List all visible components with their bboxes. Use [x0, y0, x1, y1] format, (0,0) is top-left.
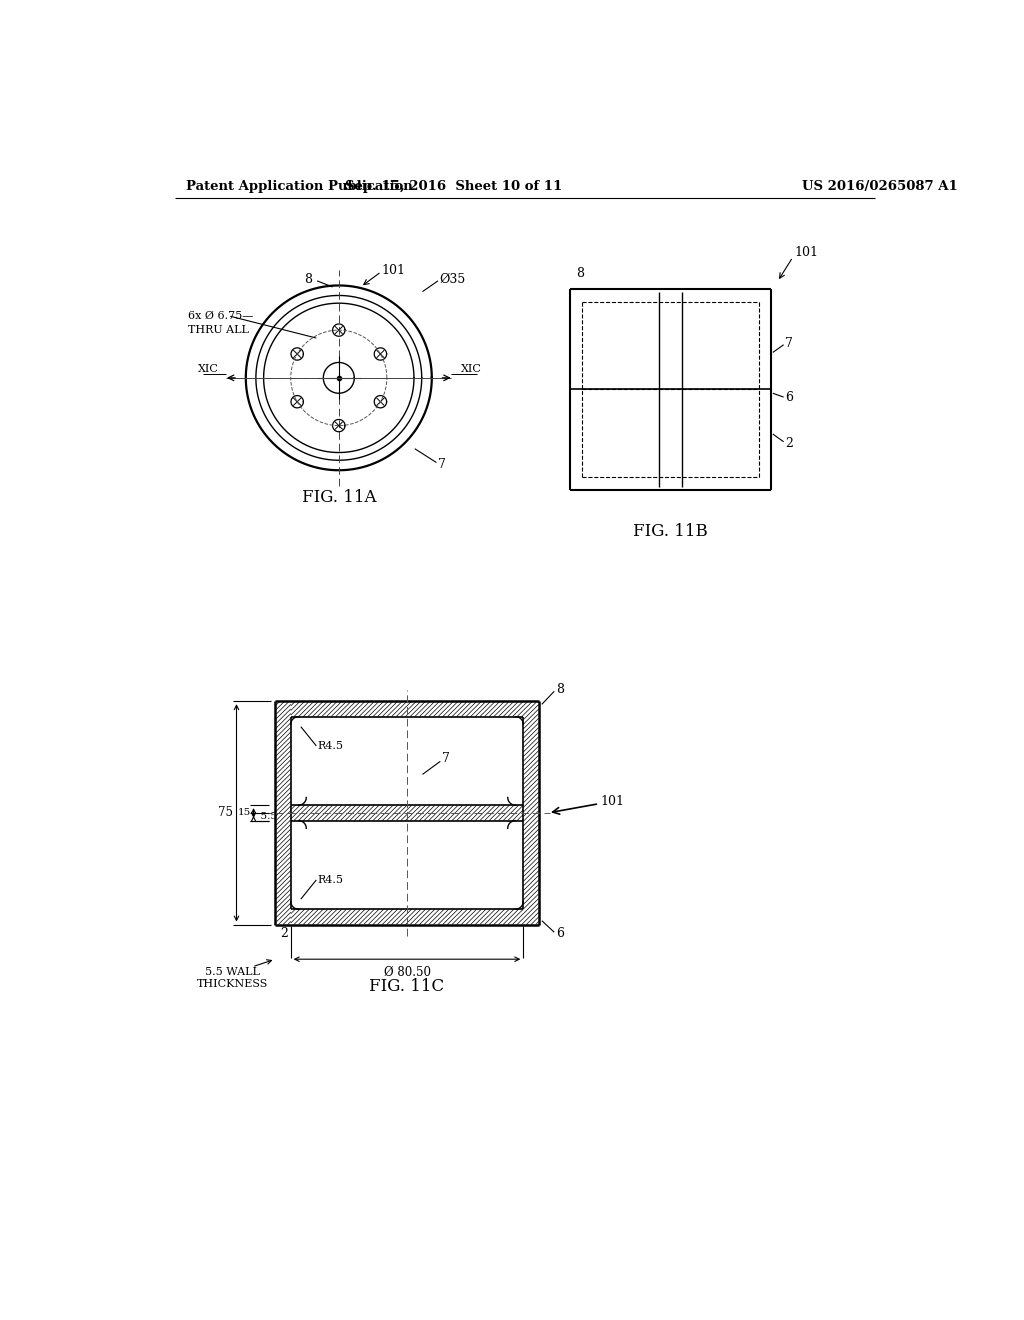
- Text: 8: 8: [575, 268, 584, 280]
- Text: 2: 2: [785, 437, 793, 450]
- Text: 15: 15: [238, 808, 251, 817]
- Text: R4.5: R4.5: [317, 741, 344, 751]
- Text: Ø35: Ø35: [439, 273, 466, 286]
- Text: Patent Application Publication: Patent Application Publication: [186, 181, 413, 194]
- Text: 7: 7: [438, 458, 445, 471]
- Text: 2: 2: [280, 927, 288, 940]
- Text: R4.5: R4.5: [317, 875, 344, 884]
- Text: 5.5 WALL
THICKNESS: 5.5 WALL THICKNESS: [197, 966, 268, 989]
- Text: FIG. 11C: FIG. 11C: [370, 978, 444, 995]
- Text: 6: 6: [785, 391, 794, 404]
- Text: 6x Ø 6.75—: 6x Ø 6.75—: [187, 312, 253, 321]
- Text: 101: 101: [381, 264, 406, 277]
- Text: 6: 6: [556, 927, 564, 940]
- Text: XIC: XIC: [198, 364, 219, 374]
- Text: 8: 8: [304, 273, 311, 286]
- Text: Sep. 15, 2016  Sheet 10 of 11: Sep. 15, 2016 Sheet 10 of 11: [345, 181, 562, 194]
- Text: FIG. 11B: FIG. 11B: [633, 523, 708, 540]
- Text: 8: 8: [556, 684, 564, 696]
- Text: 5.5: 5.5: [254, 812, 276, 821]
- Text: Ø 80.50: Ø 80.50: [384, 965, 430, 978]
- Text: 101: 101: [795, 246, 818, 259]
- Text: 7: 7: [785, 337, 793, 350]
- Text: FIG. 11A: FIG. 11A: [301, 488, 376, 506]
- Text: US 2016/0265087 A1: US 2016/0265087 A1: [802, 181, 958, 194]
- Text: 101: 101: [601, 795, 625, 808]
- Text: XIC: XIC: [461, 364, 482, 374]
- Text: 7: 7: [442, 752, 450, 766]
- Text: 75: 75: [218, 807, 232, 820]
- Text: THRU ALL: THRU ALL: [187, 325, 249, 335]
